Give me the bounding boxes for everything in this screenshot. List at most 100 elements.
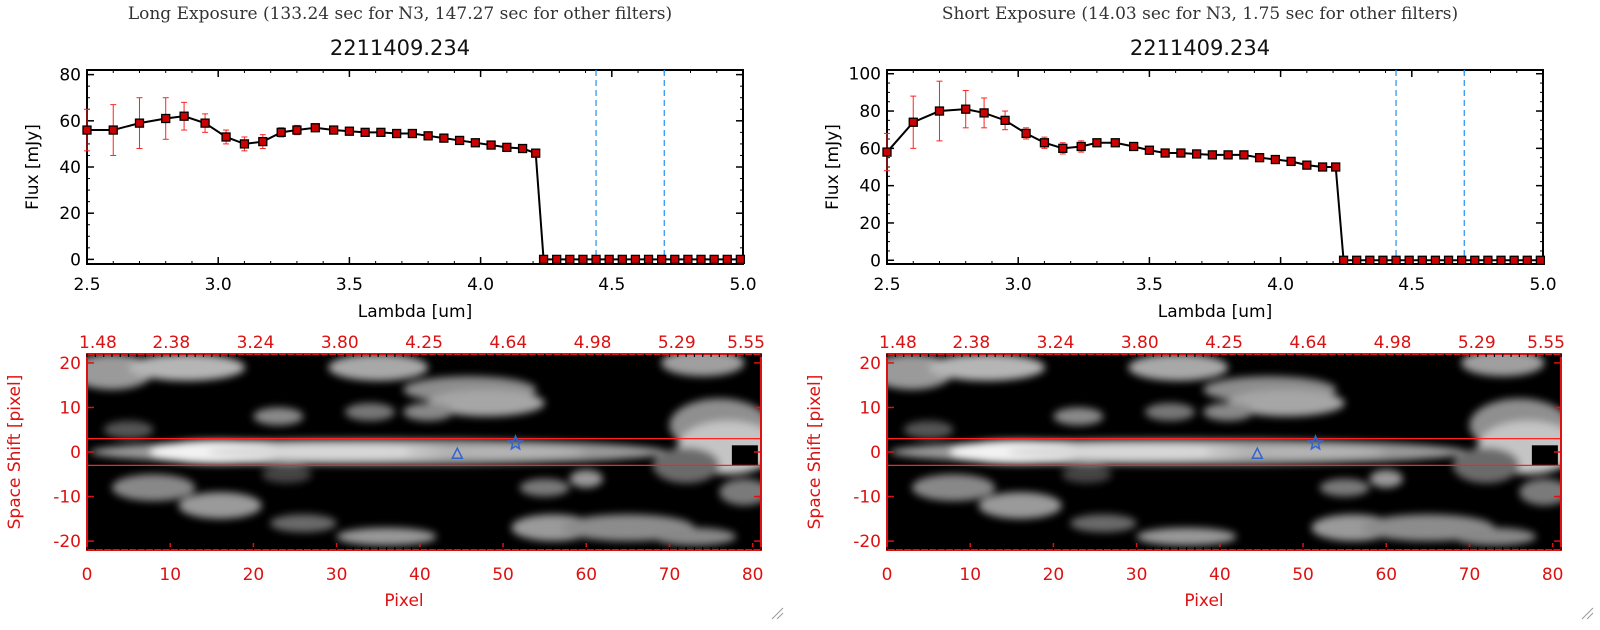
x-tick-label: 5.0: [1529, 275, 1556, 295]
flux-data-point: [1535, 255, 1546, 265]
flux-data-point: [979, 108, 989, 118]
y-axis-label: Flux [mJy]: [823, 124, 843, 210]
top-wavelength-tick-label: 3.80: [1121, 333, 1159, 353]
flux-data-point: [1496, 255, 1506, 265]
flux-data-point: [200, 118, 210, 128]
resize-grip-icon[interactable]: [1580, 606, 1594, 620]
flux-data-point: [486, 140, 496, 150]
flux-data-point: [439, 133, 449, 143]
flux-data-point: [423, 131, 433, 141]
x-tick-label: 30: [1126, 565, 1148, 585]
x-tick-label: 50: [1292, 565, 1314, 585]
top-wavelength-tick-label: 1.48: [79, 333, 117, 353]
image-blob: [719, 478, 761, 506]
flux-data-point: [310, 123, 320, 133]
flux-data-point: [1129, 141, 1139, 152]
image-blob: [178, 492, 262, 519]
y-tick-label: 10: [859, 398, 881, 418]
image-blob: [519, 478, 570, 497]
image-blob: [336, 527, 437, 546]
image-blob: [1519, 478, 1561, 506]
flux-data-point: [1191, 149, 1202, 159]
x-tick-label: 3.5: [1136, 275, 1163, 295]
top-wavelength-tick-label: 4.64: [1289, 333, 1327, 353]
x-tick-label: 60: [1375, 565, 1397, 585]
flux-data-point: [578, 254, 588, 265]
flux-data-point: [292, 125, 302, 135]
x-tick-label: 20: [243, 565, 265, 585]
flux-data-point: [630, 254, 641, 265]
top-wavelength-tick-label: 5.29: [1458, 333, 1496, 353]
y-tick-label: 80: [59, 66, 81, 86]
top-wavelength-tick-label: 3.24: [237, 333, 275, 353]
flux-data-point: [657, 254, 667, 265]
y-axis-label: Space Shift [pixel]: [5, 375, 25, 530]
x-tick-label: 2.5: [73, 275, 100, 295]
flux-data-point: [1365, 255, 1375, 265]
flux-data-point: [1378, 255, 1388, 265]
flux-data-point: [1430, 255, 1441, 265]
x-tick-label: 10: [159, 565, 181, 585]
long-exposure-panel: Long Exposure (133.24 sec for N3, 147.27…: [5, 4, 765, 611]
image-blob: [103, 420, 154, 439]
flux-data-point: [934, 106, 945, 116]
image-blob: [344, 403, 395, 421]
flux-data-point: [1404, 255, 1414, 265]
flux-data-point: [1391, 255, 1401, 265]
flux-data-point: [360, 127, 370, 138]
x-tick-label: 80: [1542, 565, 1564, 585]
image-blob: [1053, 407, 1104, 426]
x-axis-label: Lambda [um]: [358, 302, 472, 322]
top-wavelength-tick-label: 2.38: [952, 333, 990, 353]
flux-data-point: [617, 254, 627, 265]
y-tick-label: 0: [870, 251, 881, 271]
short-spectrum-title: 2211409.234: [1129, 36, 1271, 60]
x-tick-label: 4.5: [1398, 275, 1425, 295]
flux-data-point: [709, 254, 719, 265]
x-tick-label: 10: [959, 565, 981, 585]
flux-data-point: [1483, 255, 1493, 265]
flux-data-point: [108, 125, 118, 135]
top-wavelength-tick-label: 1.48: [879, 333, 917, 353]
image-blob: [270, 514, 337, 533]
x-tick-label: 5.0: [729, 275, 756, 295]
short-exposure-panel: Short Exposure (14.03 sec for N3, 1.75 s…: [800, 0, 1600, 630]
flux-data-point: [1000, 115, 1010, 126]
flux-data-point: [1092, 138, 1102, 148]
flux-data-point: [502, 142, 512, 153]
flux-data-point: [391, 128, 402, 139]
flux-data-point: [696, 254, 706, 265]
x-tick-label: 3.5: [336, 275, 363, 295]
flux-data-point: [161, 113, 171, 124]
image-blob: [253, 407, 304, 426]
triangle-marker-icon: [451, 446, 464, 459]
flux-data-point: [239, 139, 250, 149]
flux-data-point: [1443, 255, 1454, 265]
star-marker-icon: [506, 433, 525, 451]
long-exposure-title: Long Exposure (133.24 sec for N3, 147.27…: [127, 4, 673, 24]
x-tick-label: 40: [1209, 565, 1231, 585]
flux-data-point: [565, 254, 575, 265]
y-tick-label: 60: [859, 139, 881, 159]
resize-grip-icon[interactable]: [770, 606, 784, 620]
flux-data-point: [1270, 154, 1281, 165]
image-blob: [1128, 354, 1229, 381]
top-wavelength-tick-label: 5.29: [658, 333, 696, 353]
flux-data-point: [961, 104, 971, 114]
image-blob: [403, 403, 454, 421]
flux-data-point: [454, 135, 465, 146]
y-tick-label: 0: [70, 250, 81, 270]
masked-pixel-block: [731, 445, 758, 466]
flux-data-point: [134, 118, 145, 128]
flux-data-point: [1286, 156, 1296, 167]
top-wavelength-tick-label: 5.55: [1527, 333, 1565, 353]
flux-data-point: [1254, 153, 1265, 163]
spectral-trace-core: [1006, 444, 1267, 460]
flux-data-point: [1076, 141, 1086, 152]
flux-data-point: [1331, 162, 1341, 172]
flux-data-point: [1352, 255, 1362, 265]
top-wavelength-tick-label: 4.25: [405, 333, 443, 353]
x-tick-label: 50: [492, 565, 514, 585]
flux-data-point: [1110, 138, 1120, 148]
long-spectrum-title: 2211409.234: [329, 36, 471, 60]
